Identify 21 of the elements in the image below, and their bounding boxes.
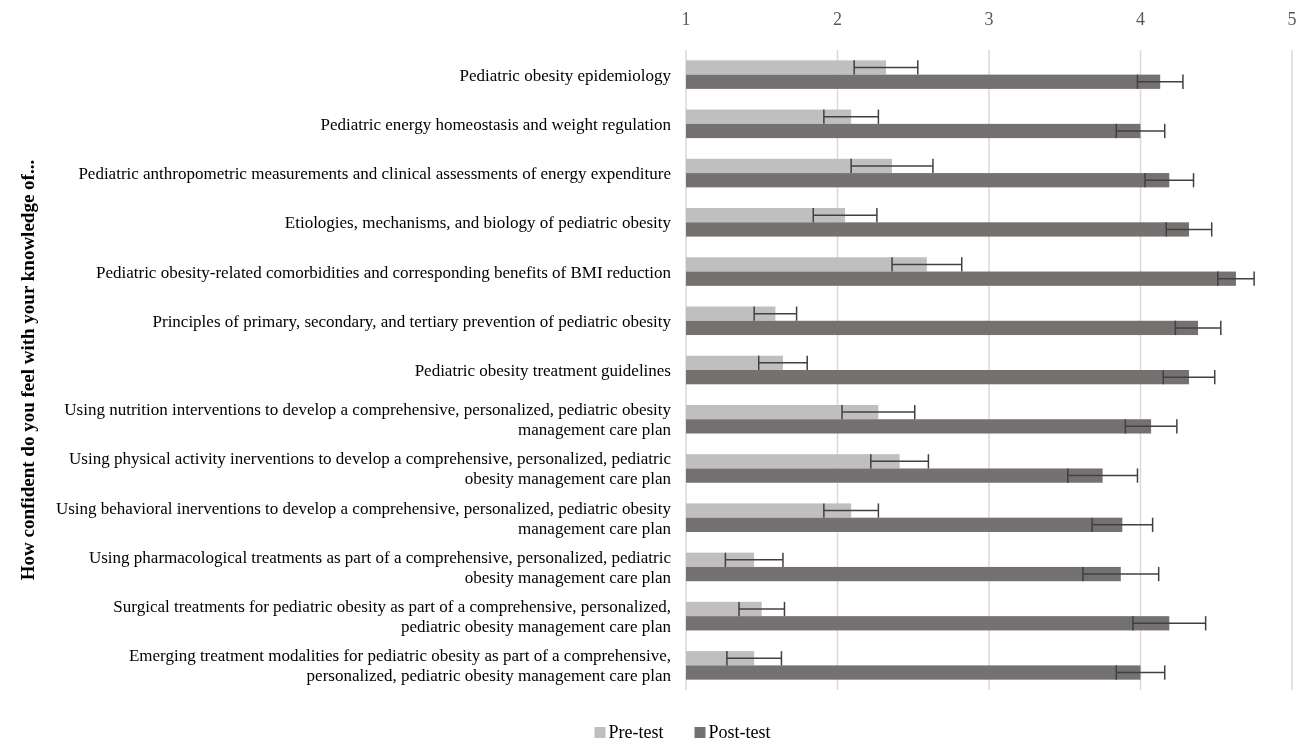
y-tick-label: Using nutrition interventions to develop a comprehensive, personalized, pediatric obesity management care plan — [64, 400, 672, 440]
x-tick-label: 1 — [681, 9, 691, 29]
y-tick-label: Using behavioral inerventions to develop a comprehensive, personalized, pediatric obesity management care plan — [55, 498, 672, 538]
y-tick-label: Surgical treatments for pediatric obesity as part of a comprehensive, personalized, pediatric obesity management care plan — [113, 597, 672, 637]
y-axis-title: How confident do you feel with your knowledge of... — [17, 159, 38, 581]
x-tick-label: 2 — [833, 9, 842, 29]
y-tick-label: Pediatric obesity treatment guidelines — [414, 361, 671, 380]
y-tick-label: Using pharmacological treatments as part of a comprehensive, personalized, pediatric obesity management care plan — [88, 547, 672, 587]
y-tick-label: Using physical activity inerventions to develop a comprehensive, personalized, pediatric obesity management care plan — [69, 449, 672, 489]
y-tick-label: Principles of primary, secondary, and tertiary prevention of pediatric obesity — [152, 311, 672, 331]
x-tick-label: 4 — [1136, 9, 1145, 29]
x-tick-label: 5 — [1287, 9, 1297, 29]
y-tick-label: Emerging treatment modalities for pediatric obesity as part of a comprehensive, personalized, pediatric obesity management care plan — [128, 646, 672, 686]
y-tick-label: Etiologies, mechanisms, and biology of pediatric obesity — [284, 213, 672, 233]
y-tick-label: Pediatric obesity-related comorbidities and corresponding benefits of BMI reduction — [95, 262, 672, 282]
x-tick-label: 3 — [984, 9, 994, 29]
legend-label: Post-test — [708, 722, 771, 742]
y-tick-label: Pediatric anthropometric measurements and clinical assessments of energy expenditure — [78, 164, 671, 184]
legend-label: Pre-test — [608, 722, 664, 742]
y-tick-label: Pediatric energy homeostasis and weight regulation — [320, 114, 672, 134]
y-tick-label: Pediatric obesity epidemiology — [459, 65, 672, 85]
